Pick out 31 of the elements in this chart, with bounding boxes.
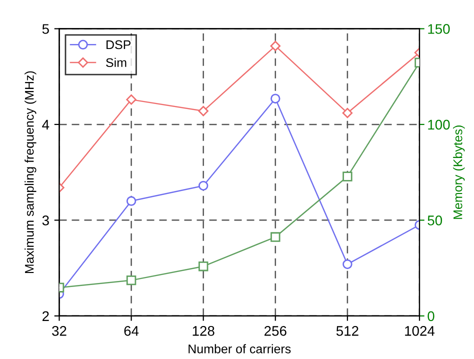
x-axis-title: Number of carriers xyxy=(188,344,291,354)
y2-tick-label: 50 xyxy=(428,216,442,226)
y2-tick-label: 150 xyxy=(428,24,450,34)
y-tick-label: 5 xyxy=(42,24,49,34)
point xyxy=(126,196,136,206)
x-tick-label: 64 xyxy=(124,326,139,336)
y-tick-label: 2 xyxy=(42,311,49,321)
point xyxy=(126,94,136,105)
y-axis-title: Maximum sampling frequency (MHz) xyxy=(24,71,36,274)
y2-tick-label: 0 xyxy=(428,311,434,322)
point xyxy=(126,275,136,286)
y-tick-label: 3 xyxy=(42,216,49,226)
x-tick-label: 1024 xyxy=(405,326,435,336)
point xyxy=(342,259,352,270)
x-tick-label: 512 xyxy=(336,326,358,336)
y2-tick-label: 100 xyxy=(428,120,450,130)
point xyxy=(270,40,281,52)
x-tick-label: 256 xyxy=(264,326,286,336)
x-tick-label: 128 xyxy=(192,326,214,336)
legend-label: Sim xyxy=(106,58,126,68)
point xyxy=(270,94,280,104)
point xyxy=(270,232,280,242)
y2-axis-title: Memory (Kbytes) xyxy=(453,126,465,219)
y-tick-label: 4 xyxy=(42,120,50,130)
x-tick-label: 32 xyxy=(52,326,66,336)
point xyxy=(198,261,208,272)
point xyxy=(198,180,208,191)
point xyxy=(342,108,353,118)
point xyxy=(198,106,208,116)
point xyxy=(342,172,352,182)
legend-label: DSP xyxy=(106,40,131,50)
